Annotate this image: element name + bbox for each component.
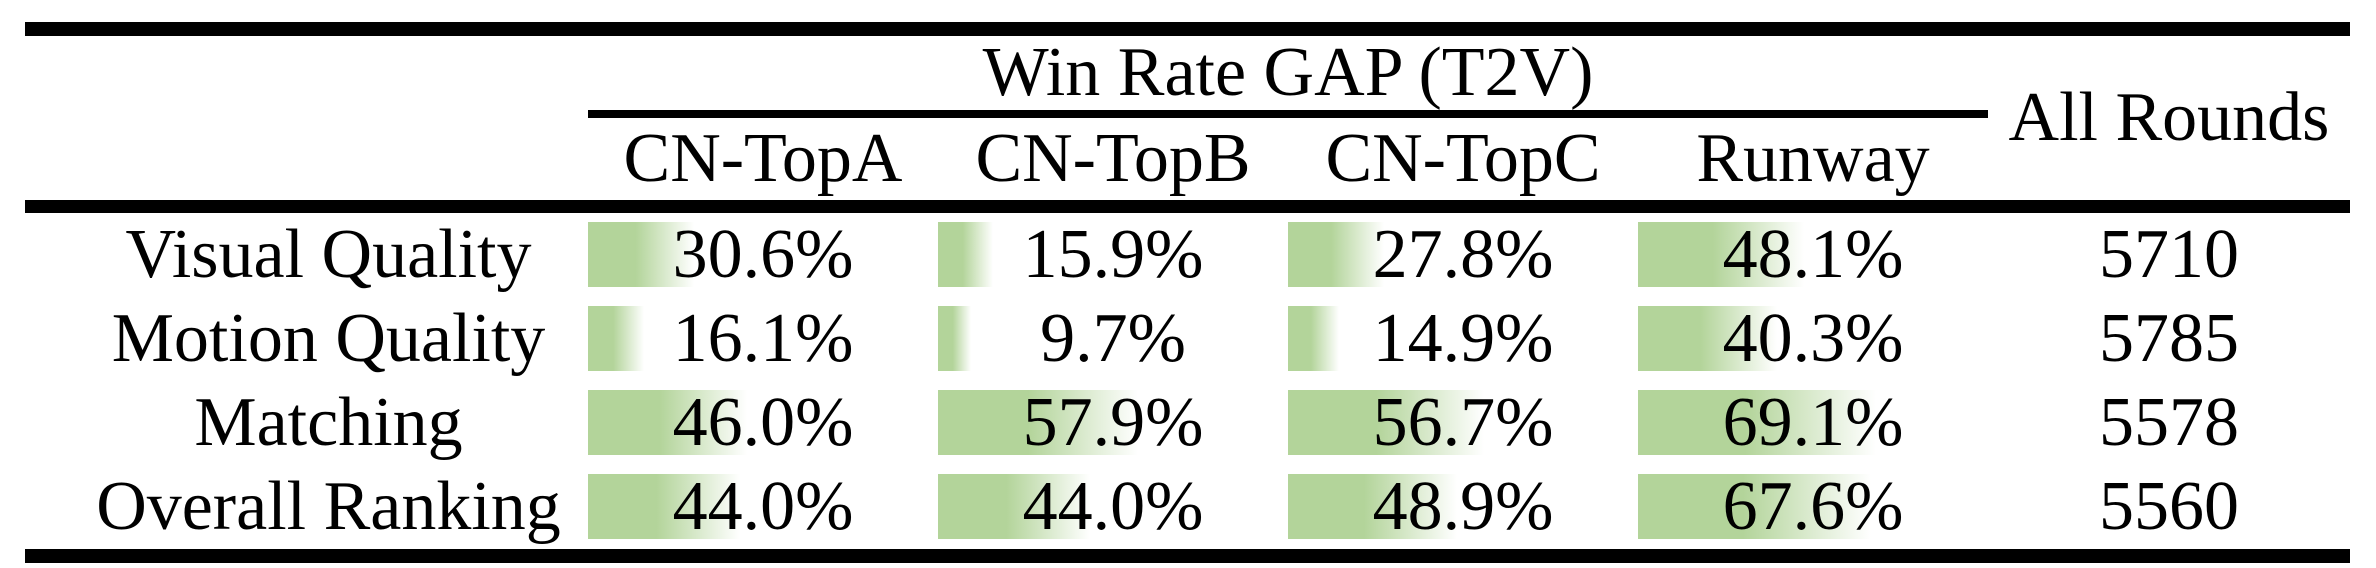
column-header-cn-topc: CN-TopC xyxy=(1325,120,1601,197)
group-header-win-rate-gap: Win Rate GAP (T2V) xyxy=(982,34,1594,111)
win-rate-bar xyxy=(938,474,1090,539)
win-rate-value: 48.1% xyxy=(1722,216,1904,293)
column-header-all-rounds: All Rounds xyxy=(2008,79,2330,156)
win-rate-bar xyxy=(938,306,971,371)
row-label-motion-quality: Motion Quality xyxy=(111,300,546,377)
win-rate-value: 44.0% xyxy=(672,468,854,545)
win-rate-value: 46.0% xyxy=(672,384,854,461)
table-cell: 16.1% xyxy=(588,297,938,381)
win-rate-bar xyxy=(1638,474,1871,539)
win-rate-bar xyxy=(1288,390,1484,455)
win-rate-value: 56.7% xyxy=(1372,384,1554,461)
win-rate-bar xyxy=(588,474,740,539)
win-rate-value: 67.6% xyxy=(1722,468,1904,545)
win-rate-bar xyxy=(1288,306,1339,371)
all-rounds-value: 5560 xyxy=(2099,468,2239,545)
table-cell: 9.7% xyxy=(938,297,1288,381)
win-rate-value: 57.9% xyxy=(1022,384,1204,461)
table-cell: 56.7% xyxy=(1288,381,1638,465)
win-rate-bar xyxy=(588,390,747,455)
win-rate-bar xyxy=(588,306,644,371)
row-label-visual-quality: Visual Quality xyxy=(125,216,532,293)
table-cell: 15.9% xyxy=(938,213,1288,297)
win-rate-value: 44.0% xyxy=(1022,468,1204,545)
row-label-overall-ranking: Overall Ranking xyxy=(96,468,561,545)
table-cell: 48.9% xyxy=(1288,465,1638,549)
all-rounds-value: 5578 xyxy=(2099,384,2239,461)
win-rate-table: Win Rate GAP (T2V) All Rounds CN-TopA CN… xyxy=(25,22,2350,563)
win-rate-bar xyxy=(1638,222,1804,287)
column-header-cn-topb: CN-TopB xyxy=(975,120,1251,197)
table-cell: 14.9% xyxy=(1288,297,1638,381)
win-rate-value: 9.7% xyxy=(1040,300,1186,377)
win-rate-bar xyxy=(1638,306,1777,371)
win-rate-bar xyxy=(938,390,1138,455)
win-rate-bar xyxy=(938,222,993,287)
table-bottom-rule xyxy=(25,549,2350,563)
table-cell: 69.1% xyxy=(1638,381,1988,465)
table-cell: 44.0% xyxy=(938,465,1288,549)
all-rounds-value: 5785 xyxy=(2099,300,2239,377)
table-header-body-rule xyxy=(25,200,2350,213)
table-cell: 46.0% xyxy=(588,381,938,465)
group-header-underline-rule xyxy=(588,110,1988,118)
column-header-cn-topa: CN-TopA xyxy=(623,120,903,197)
win-rate-bar xyxy=(1638,390,1876,455)
row-label-matching: Matching xyxy=(194,384,463,461)
all-rounds-value: 5710 xyxy=(2099,216,2239,293)
win-rate-value: 14.9% xyxy=(1372,300,1554,377)
win-rate-value: 48.9% xyxy=(1372,468,1554,545)
win-rate-bar xyxy=(588,222,694,287)
table-cell: 57.9% xyxy=(938,381,1288,465)
table-cell: 48.1% xyxy=(1638,213,1988,297)
win-rate-bar xyxy=(1288,474,1457,539)
table-top-rule xyxy=(25,22,2350,36)
win-rate-value: 15.9% xyxy=(1022,216,1204,293)
win-rate-bar xyxy=(1288,222,1384,287)
table-cell: 30.6% xyxy=(588,213,938,297)
table-cell: 44.0% xyxy=(588,465,938,549)
win-rate-value: 16.1% xyxy=(672,300,854,377)
win-rate-value: 69.1% xyxy=(1722,384,1904,461)
table-cell: 40.3% xyxy=(1638,297,1988,381)
win-rate-value: 30.6% xyxy=(672,216,854,293)
win-rate-value: 27.8% xyxy=(1372,216,1554,293)
table-cell: 67.6% xyxy=(1638,465,1988,549)
table-cell: 27.8% xyxy=(1288,213,1638,297)
win-rate-value: 40.3% xyxy=(1722,300,1904,377)
column-header-runway: Runway xyxy=(1696,120,1930,197)
